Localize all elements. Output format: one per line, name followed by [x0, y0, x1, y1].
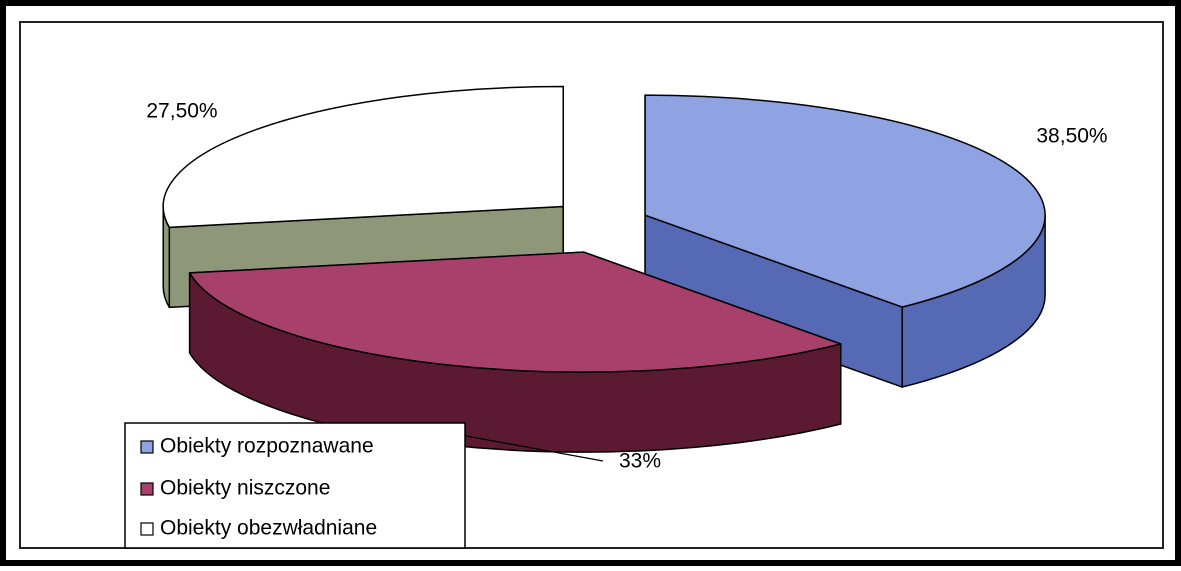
data-label: 27,50%: [146, 100, 217, 123]
legend-label: Obiekty rozpoznawane: [160, 435, 374, 458]
legend-swatch: [140, 482, 154, 496]
slice: [188, 251, 842, 373]
legend-swatch: [140, 440, 154, 454]
leader-line: [454, 433, 604, 462]
legend: Obiekty rozpoznawane Obiekty niszczone Obi…: [124, 422, 466, 549]
slice: [644, 94, 1046, 308]
pie: [162, 85, 1046, 453]
data-label: 33%: [619, 450, 661, 473]
slice: [162, 85, 564, 229]
legend-swatch: [140, 522, 154, 536]
data-label: 38,50%: [1036, 125, 1107, 148]
labels: 38,50% 33% 27,50%: [146, 100, 1107, 473]
legend-box: [124, 422, 466, 549]
legend-label: Obiekty niszczone: [160, 477, 330, 500]
legend-label: Obiekty obezwładniane: [160, 517, 377, 540]
